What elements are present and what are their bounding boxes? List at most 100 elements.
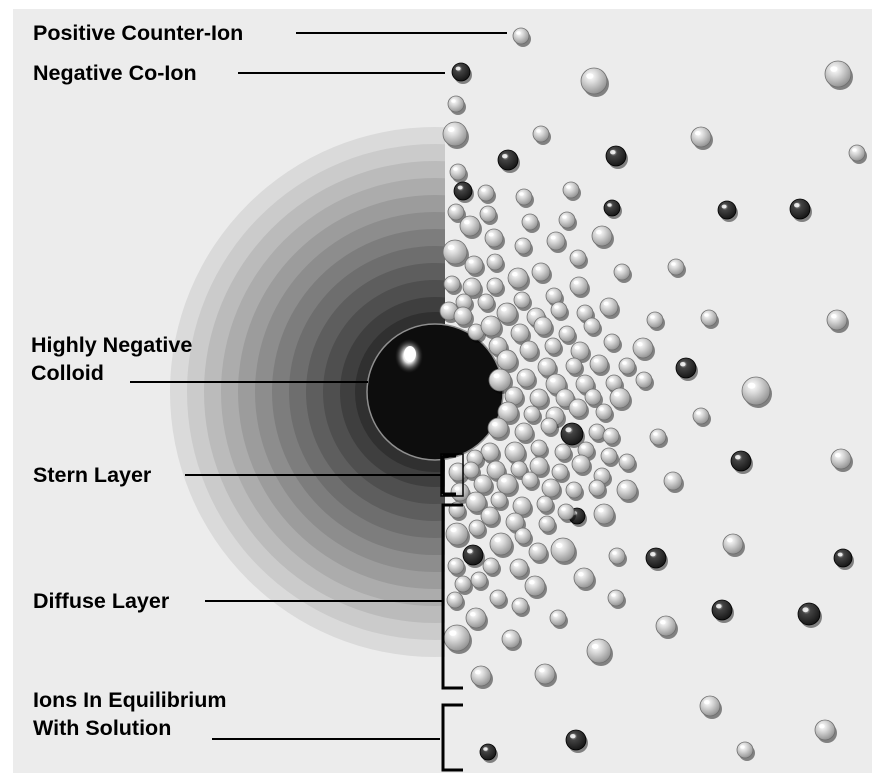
positive-ion-icon (569, 276, 590, 298)
positive-ion-icon (489, 532, 514, 558)
positive-ion-icon (514, 422, 535, 444)
positive-ion-icon (482, 557, 501, 577)
positive-ion-icon (603, 333, 622, 353)
positive-ion-icon (568, 398, 589, 420)
negative-ion-icon (479, 743, 498, 763)
negative-ion-icon (789, 198, 812, 222)
positive-ion-icon (569, 249, 588, 269)
positive-ion-icon (700, 309, 719, 329)
positive-ion-icon (531, 262, 552, 284)
positive-ion-icon (445, 522, 470, 548)
positive-ion-icon (655, 615, 678, 639)
positive-ion-icon (580, 67, 609, 97)
positive-ion-icon (512, 27, 531, 47)
stern-layer-bracket (440, 453, 464, 497)
positive-ion-icon (550, 301, 569, 321)
negative-ion-icon (462, 544, 485, 568)
positive-ion-icon (504, 386, 525, 408)
positive-ion-icon (510, 323, 531, 345)
positive-ion-icon (521, 213, 540, 233)
positive-ion-icon (550, 537, 577, 565)
negative-ion-icon (560, 422, 585, 448)
positive-ion-icon (600, 447, 619, 467)
positive-ion-icon (529, 456, 550, 478)
highly-negative-colloid-label: Highly Negative Colloid (31, 331, 192, 387)
diffuse-layer-bracket (441, 503, 463, 690)
positive-ion-icon (468, 519, 487, 539)
positive-ion-icon (477, 293, 496, 313)
positive-ion-icon (439, 301, 460, 323)
positive-ion-icon (549, 609, 568, 629)
negative-ion-icon (565, 729, 588, 753)
positive-ion-icon (565, 357, 584, 377)
negative-ion-icon (603, 199, 622, 219)
positive-ion-icon (470, 571, 489, 591)
positive-ion-icon (609, 387, 632, 411)
positive-ion-icon (465, 607, 488, 631)
positive-ion-icon (487, 417, 510, 441)
equilibrium-label-line2: With Solution (33, 716, 172, 740)
negative-ion-icon (605, 145, 628, 169)
positive-ion-icon (588, 479, 607, 499)
positive-ion-icon (667, 258, 686, 278)
positive-ion-icon (516, 368, 537, 390)
positive-ion-icon (663, 471, 684, 493)
positive-ion-icon (555, 388, 576, 410)
positive-ion-icon (496, 349, 519, 373)
negative-ion-icon (717, 200, 738, 222)
positive-ion-icon (554, 443, 573, 463)
positive-ion-icon (484, 228, 505, 250)
positive-ion-icon (447, 557, 466, 577)
positive-ion-icon (599, 297, 620, 319)
diffuse-layer-label: Diffuse Layer (33, 589, 170, 613)
positive-ion-icon (447, 203, 466, 223)
positive-ion-icon (519, 340, 540, 362)
positive-ion-icon (591, 225, 614, 249)
colloid-icon (366, 323, 504, 461)
positive-counter-ion-label: Positive Counter-Ion (33, 21, 244, 45)
positive-ion-icon (454, 575, 473, 595)
positive-ion-icon (544, 337, 563, 357)
positive-ion-icon (507, 267, 530, 291)
positive-ion-icon (583, 317, 602, 337)
positive-ion-icon (462, 277, 483, 299)
positive-ion-icon (618, 357, 637, 377)
positive-ion-icon (537, 357, 558, 379)
positive-ion-icon (826, 309, 849, 333)
positive-ion-icon (480, 506, 501, 528)
positive-ion-icon (607, 589, 626, 609)
positive-ion-icon (824, 60, 853, 90)
positive-ion-icon (584, 388, 603, 408)
positive-ion-icon (447, 95, 466, 115)
positive-ion-icon (453, 306, 474, 328)
positive-ion-icon (588, 423, 607, 443)
negative-ion-icon (675, 357, 698, 381)
positive-ion-icon (593, 503, 616, 527)
positive-ion-icon (442, 121, 469, 149)
negative-ion-icon (711, 599, 734, 623)
positive-ion-icon (848, 144, 867, 164)
leader-lines (130, 32, 507, 740)
negative-ion-icon (497, 149, 520, 173)
positive-ion-icon (551, 463, 570, 483)
positive-ion-icon (814, 719, 837, 743)
positive-ion-icon (480, 315, 503, 339)
positive-ion-icon (571, 454, 592, 476)
positive-ion-icon (504, 441, 527, 465)
negative-ion-icon (451, 62, 472, 84)
positive-ion-icon (446, 591, 465, 611)
positive-ion-icon (513, 291, 532, 311)
equilibrium-label-line1: Ions In Equilibrium (33, 688, 227, 712)
positive-ion-icon (690, 126, 713, 150)
positive-ion-icon (618, 453, 637, 473)
negative-ion-icon (730, 450, 753, 474)
positive-ion-icon (538, 515, 557, 535)
equilibrium-bracket (441, 703, 463, 772)
positive-ion-icon (501, 629, 522, 651)
positive-ion-icon (722, 533, 745, 557)
positive-ion-icon (534, 663, 557, 687)
positive-ion-icon (486, 253, 505, 273)
positive-ion-icon (473, 474, 494, 496)
positive-ion-icon (521, 471, 540, 491)
